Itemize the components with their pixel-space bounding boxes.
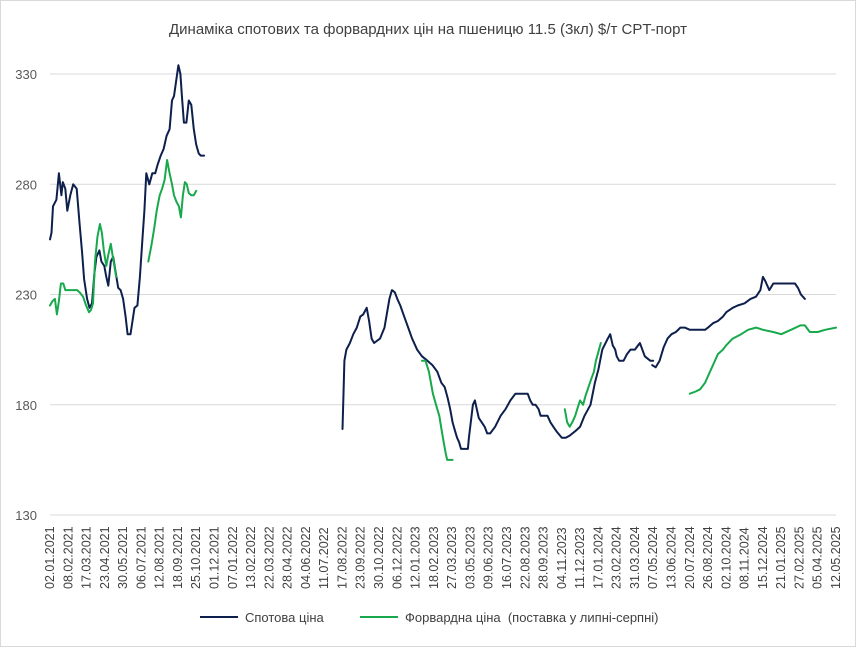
x-tick-label-26.08.2024: 26.08.2024: [701, 526, 715, 589]
y-tick-label-180: 180: [15, 398, 37, 413]
x-tick-label-22.03.2022: 22.03.2022: [262, 526, 276, 589]
y-axis-tick-labels: 130 180 230 280 330: [15, 67, 37, 523]
x-tick-label-08.02.2021: 08.02.2021: [61, 526, 75, 589]
x-tick-label-12.01.2023: 12.01.2023: [409, 526, 423, 589]
x-tick-label-30.05.2021: 30.05.2021: [116, 526, 130, 589]
x-tick-label-25.10.2021: 25.10.2021: [189, 526, 203, 589]
x-tick-label-31.03.2024: 31.03.2024: [628, 526, 642, 589]
series-1-line-segment-1: [147, 159, 198, 263]
series-1-line-segment-0: [49, 223, 118, 316]
x-tick-label-01.12.2021: 01.12.2021: [208, 526, 222, 589]
x-tick-label-11.12.2023: 11.12.2023: [573, 527, 587, 589]
chart-title: Динаміка спотових та форвардних цін на п…: [169, 21, 687, 38]
x-tick-label-04.11.2023: 04.11.2023: [555, 527, 569, 589]
y-tick-label-280: 280: [15, 177, 37, 192]
x-tick-label-12.05.2025: 12.05.2025: [829, 526, 843, 589]
x-tick-label-02.01.2021: 02.01.2021: [43, 526, 57, 589]
x-tick-label-22.08.2023: 22.08.2023: [518, 526, 532, 589]
y-tick-label-230: 230: [15, 288, 37, 303]
x-tick-label-30.10.2022: 30.10.2022: [372, 526, 386, 589]
x-tick-label-02.10.2024: 02.10.2024: [719, 526, 733, 589]
x-tick-label-15.12.2024: 15.12.2024: [756, 526, 770, 589]
x-tick-label-09.06.2023: 09.06.2023: [482, 526, 496, 589]
series-layer: [49, 64, 837, 461]
x-tick-label-28.09.2023: 28.09.2023: [537, 526, 551, 589]
series-1-line-segment-4: [688, 324, 837, 395]
series-0-line-segment-1: [341, 289, 655, 450]
y-tick-label-130: 130: [15, 508, 37, 523]
x-tick-label-23.04.2021: 23.04.2021: [98, 526, 112, 589]
x-tick-label-28.04.2022: 28.04.2022: [281, 526, 295, 589]
x-tick-label-17.03.2021: 17.03.2021: [80, 526, 94, 589]
x-tick-label-03.05.2023: 03.05.2023: [463, 526, 477, 589]
x-tick-label-13.02.2022: 13.02.2022: [244, 526, 258, 589]
legend: Спотова ціна Форвардна ціна (поставка у …: [200, 610, 659, 625]
x-tick-label-21.01.2025: 21.01.2025: [774, 526, 788, 589]
legend-label-forward: Форвардна ціна (поставка у липні-серпні): [405, 610, 659, 625]
x-axis-tick-labels: 02.01.2021 08.02.2021 17.03.2021 23.04.2021…: [43, 526, 843, 589]
y-tick-label-330: 330: [15, 67, 37, 82]
x-tick-label-06.12.2022: 06.12.2022: [390, 526, 404, 589]
x-tick-label-08.11.2024: 08.11.2024: [738, 527, 752, 589]
x-tick-label-17.01.2024: 17.01.2024: [591, 526, 605, 589]
x-tick-label-06.07.2021: 06.07.2021: [134, 526, 148, 589]
x-tick-label-20.07.2024: 20.07.2024: [683, 526, 697, 589]
x-tick-label-13.06.2024: 13.06.2024: [664, 526, 678, 589]
legend-label-spot: Спотова ціна: [245, 610, 325, 625]
x-tick-label-04.06.2022: 04.06.2022: [299, 526, 313, 589]
series-1-line-segment-2: [421, 359, 454, 461]
x-tick-label-23.09.2022: 23.09.2022: [354, 526, 368, 589]
x-tick-label-07.01.2022: 07.01.2022: [226, 526, 240, 589]
series-0-line-segment-0: [49, 64, 206, 336]
series-1-line-segment-3: [563, 342, 602, 428]
x-tick-label-18.09.2021: 18.09.2021: [171, 526, 185, 589]
x-tick-label-11.07.2022: 11.07.2022: [317, 527, 331, 589]
x-tick-label-05.04.2025: 05.04.2025: [811, 526, 825, 589]
x-tick-label-23.02.2024: 23.02.2024: [610, 526, 624, 589]
x-tick-label-27.03.2023: 27.03.2023: [445, 526, 459, 589]
x-tick-label-07.05.2024: 07.05.2024: [646, 526, 660, 589]
x-tick-label-12.08.2021: 12.08.2021: [153, 526, 167, 589]
x-tick-label-27.02.2025: 27.02.2025: [792, 526, 806, 589]
x-tick-label-16.07.2023: 16.07.2023: [500, 526, 514, 589]
x-tick-label-18.02.2023: 18.02.2023: [427, 526, 441, 589]
series-0-line-segment-2: [651, 275, 806, 369]
x-tick-label-17.08.2022: 17.08.2022: [335, 526, 349, 589]
